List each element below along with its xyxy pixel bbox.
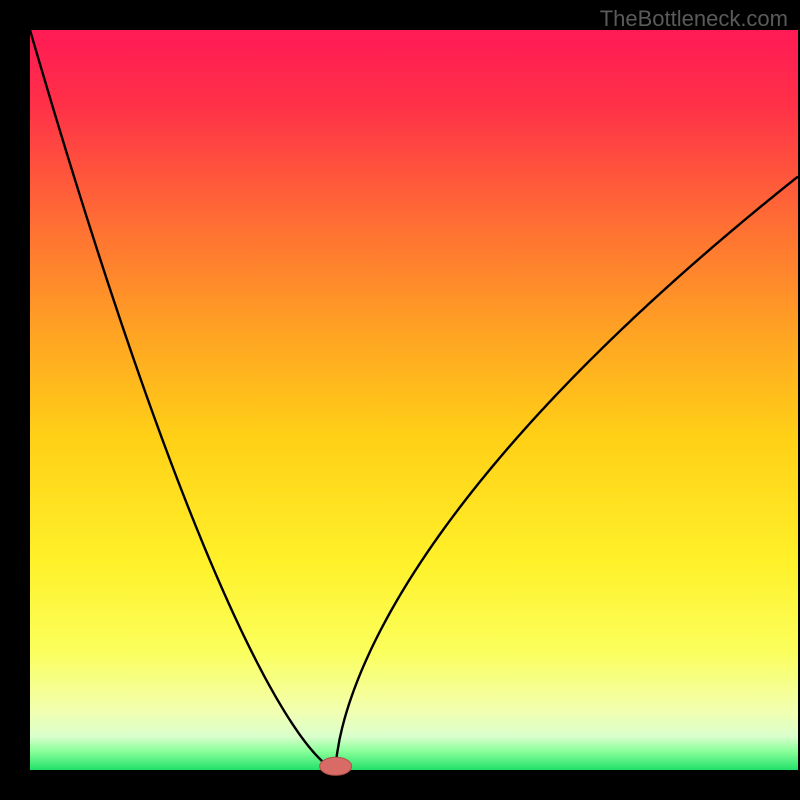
chart-frame: TheBottleneck.com bbox=[0, 0, 800, 800]
optimal-marker bbox=[320, 757, 352, 775]
bottleneck-chart bbox=[0, 0, 800, 800]
plot-background bbox=[30, 30, 798, 770]
watermark-text: TheBottleneck.com bbox=[600, 6, 788, 32]
